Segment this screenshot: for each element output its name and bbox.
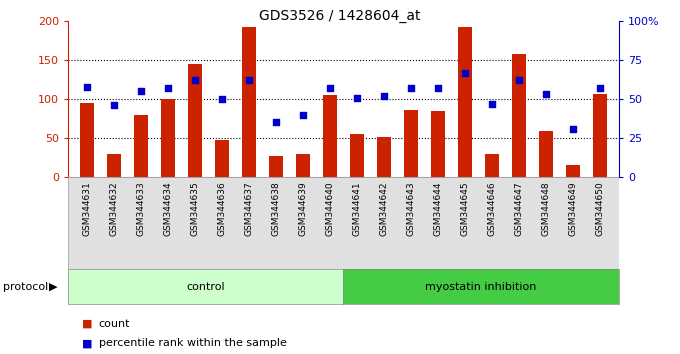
- Text: GSM344649: GSM344649: [568, 182, 577, 236]
- Bar: [404, 110, 418, 177]
- Point: [135, 88, 146, 94]
- Point: [432, 85, 443, 91]
- Bar: [296, 154, 309, 177]
- Bar: [377, 137, 390, 177]
- Text: GSM344647: GSM344647: [514, 182, 524, 236]
- Point: [568, 126, 579, 132]
- Text: GSM344640: GSM344640: [326, 182, 335, 236]
- Point: [109, 103, 120, 108]
- Point: [82, 84, 92, 90]
- Bar: [566, 165, 579, 177]
- Bar: [485, 154, 498, 177]
- Text: GSM344633: GSM344633: [137, 182, 146, 236]
- Text: count: count: [99, 319, 130, 329]
- Text: GSM344642: GSM344642: [379, 182, 388, 236]
- Point: [460, 70, 471, 75]
- Point: [541, 92, 551, 97]
- Point: [190, 78, 201, 83]
- Text: GSM344636: GSM344636: [218, 182, 226, 236]
- Bar: [215, 141, 228, 177]
- Bar: [593, 95, 607, 177]
- Bar: [80, 103, 94, 177]
- Point: [486, 101, 497, 107]
- Point: [271, 120, 282, 125]
- Text: GSM344650: GSM344650: [596, 182, 605, 236]
- Text: GDS3526 / 1428604_at: GDS3526 / 1428604_at: [259, 9, 421, 23]
- Bar: [431, 111, 445, 177]
- Bar: [512, 54, 526, 177]
- Point: [216, 96, 227, 102]
- Text: ■: ■: [82, 319, 92, 329]
- Point: [163, 85, 173, 91]
- Bar: [68, 177, 619, 269]
- Bar: [242, 27, 256, 177]
- Point: [594, 85, 605, 91]
- Text: GSM344631: GSM344631: [82, 182, 91, 236]
- Bar: [134, 115, 148, 177]
- Point: [324, 85, 335, 91]
- Bar: [323, 95, 337, 177]
- Text: myostatin inhibition: myostatin inhibition: [426, 282, 537, 292]
- Text: GSM344646: GSM344646: [488, 182, 496, 236]
- Bar: [269, 156, 283, 177]
- Text: GSM344635: GSM344635: [190, 182, 199, 236]
- Point: [352, 95, 362, 101]
- Text: control: control: [186, 282, 225, 292]
- Text: percentile rank within the sample: percentile rank within the sample: [99, 338, 286, 348]
- Point: [243, 78, 254, 83]
- Text: GSM344637: GSM344637: [244, 182, 254, 236]
- Bar: [350, 134, 364, 177]
- Text: ▶: ▶: [49, 282, 57, 292]
- Text: GSM344639: GSM344639: [299, 182, 307, 236]
- Text: GSM344641: GSM344641: [352, 182, 361, 236]
- Bar: [161, 99, 175, 177]
- Bar: [188, 64, 202, 177]
- Bar: [539, 131, 553, 177]
- Text: GSM344643: GSM344643: [407, 182, 415, 236]
- Bar: [107, 154, 120, 177]
- Text: GSM344634: GSM344634: [163, 182, 173, 236]
- Text: GSM344648: GSM344648: [541, 182, 550, 236]
- Text: GSM344638: GSM344638: [271, 182, 280, 236]
- Text: ■: ■: [82, 338, 92, 348]
- Point: [405, 85, 416, 91]
- Text: protocol: protocol: [3, 282, 49, 292]
- Point: [379, 93, 390, 99]
- Text: GSM344644: GSM344644: [433, 182, 443, 236]
- Text: GSM344632: GSM344632: [109, 182, 118, 236]
- Point: [513, 78, 524, 83]
- Bar: [458, 27, 472, 177]
- Point: [297, 112, 308, 118]
- Text: GSM344645: GSM344645: [460, 182, 469, 236]
